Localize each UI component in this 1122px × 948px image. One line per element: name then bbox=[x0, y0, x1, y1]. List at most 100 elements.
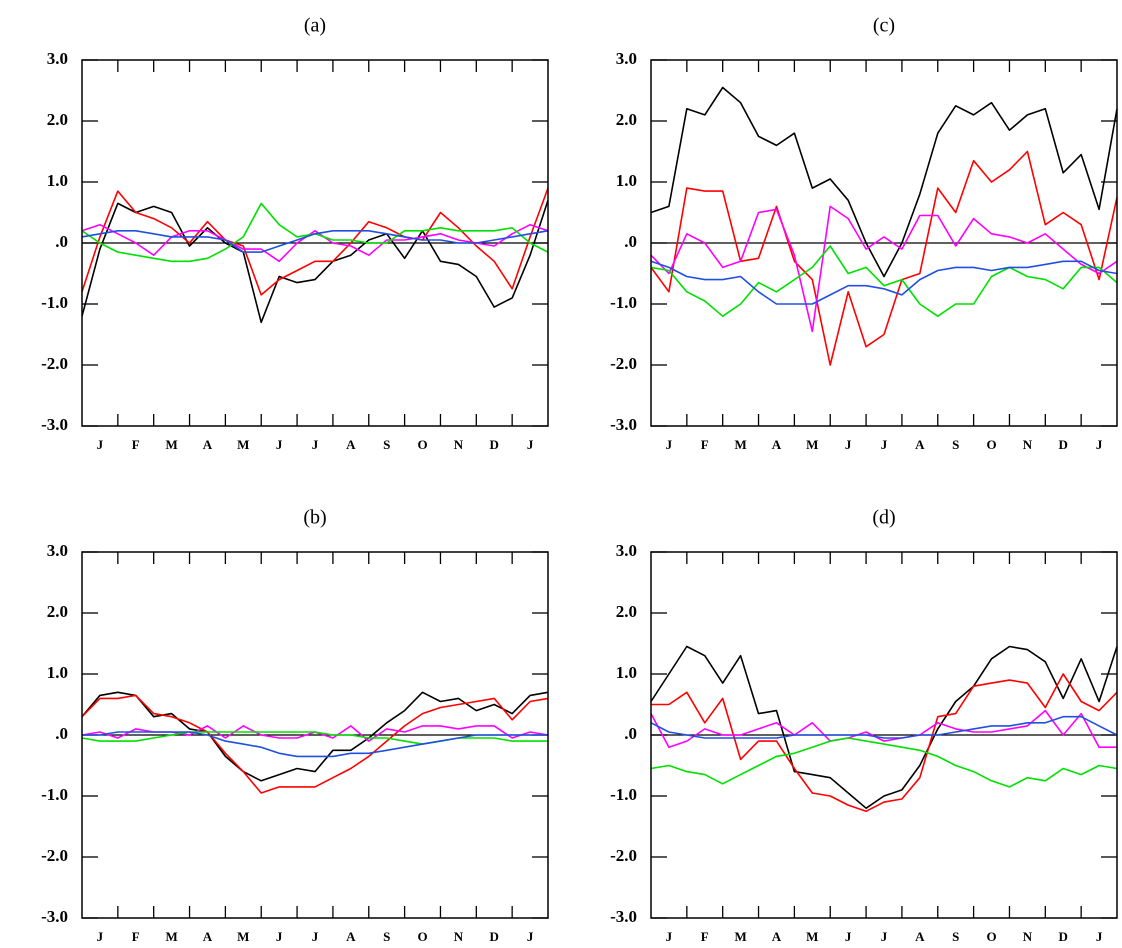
x-tick-label: A bbox=[203, 929, 213, 944]
y-tick-label: 1.0 bbox=[47, 171, 68, 190]
series-line bbox=[650, 150, 1118, 366]
y-tick-label: -1.0 bbox=[41, 293, 68, 312]
series-line bbox=[650, 737, 1118, 788]
plot-frame bbox=[81, 551, 549, 919]
y-tick-label: .0 bbox=[624, 724, 637, 743]
x-tick-label: J bbox=[527, 929, 534, 944]
plot-frame bbox=[650, 59, 1118, 427]
x-tick-label: S bbox=[952, 929, 959, 944]
panel-title: (a) bbox=[304, 15, 326, 37]
y-tick-label: 3.0 bbox=[47, 49, 68, 68]
y-tick-label: 3.0 bbox=[616, 49, 637, 68]
x-tick-label: F bbox=[132, 929, 140, 944]
y-tick-label: -2.0 bbox=[610, 354, 637, 373]
x-tick-label: A bbox=[915, 437, 925, 452]
x-tick-label: J bbox=[527, 437, 534, 452]
series-line bbox=[650, 205, 1118, 333]
series-line bbox=[82, 731, 548, 758]
x-tick-label: J bbox=[666, 929, 673, 944]
series-line bbox=[81, 731, 548, 745]
y-tick-label: 1.0 bbox=[616, 171, 637, 190]
x-tick-label: J bbox=[97, 437, 104, 452]
series-line bbox=[81, 694, 549, 794]
x-tick-label: A bbox=[203, 437, 213, 452]
x-tick-label: J bbox=[1096, 437, 1103, 452]
series-line bbox=[81, 200, 549, 324]
series-line bbox=[81, 230, 549, 253]
x-tick-label: J bbox=[97, 929, 104, 944]
x-tick-label: A bbox=[346, 437, 356, 452]
x-tick-label: N bbox=[1023, 437, 1033, 452]
x-tick-label: J bbox=[276, 929, 283, 944]
x-tick-label: O bbox=[986, 929, 996, 944]
x-tick-label: N bbox=[454, 929, 464, 944]
series-line bbox=[81, 223, 549, 263]
y-tick-label: .0 bbox=[55, 724, 68, 743]
x-tick-label: J bbox=[1096, 929, 1103, 944]
x-tick-label: N bbox=[1023, 929, 1033, 944]
y-tick-label: 2.0 bbox=[616, 110, 637, 129]
x-tick-label: A bbox=[915, 929, 925, 944]
x-tick-label: A bbox=[346, 929, 356, 944]
x-tick-label: J bbox=[881, 437, 888, 452]
x-tick-label: A bbox=[772, 437, 782, 452]
x-tick-label: J bbox=[276, 437, 283, 452]
y-tick-label: 3.0 bbox=[616, 541, 637, 560]
y-tick-label: -3.0 bbox=[610, 907, 637, 926]
panel-title: (c) bbox=[873, 15, 895, 37]
y-tick-label: -1.0 bbox=[610, 293, 637, 312]
series-line bbox=[650, 645, 1118, 809]
x-tick-label: F bbox=[701, 437, 709, 452]
y-tick-label: 1.0 bbox=[616, 663, 637, 682]
y-tick-label: -3.0 bbox=[610, 415, 637, 434]
y-tick-label: -2.0 bbox=[41, 354, 68, 373]
x-tick-label: M bbox=[165, 437, 177, 452]
x-tick-label: A bbox=[772, 929, 782, 944]
y-tick-label: 2.0 bbox=[47, 602, 68, 621]
x-tick-label: O bbox=[417, 437, 427, 452]
x-tick-label: J bbox=[312, 437, 319, 452]
series-line bbox=[650, 260, 1118, 305]
panel-title: (b) bbox=[303, 507, 326, 529]
y-tick-label: 1.0 bbox=[47, 663, 68, 682]
series-line bbox=[650, 709, 1117, 748]
y-tick-label: 3.0 bbox=[47, 541, 68, 560]
x-tick-label: F bbox=[132, 437, 140, 452]
plot-frame bbox=[81, 59, 549, 427]
x-tick-label: F bbox=[701, 929, 709, 944]
series-line bbox=[651, 673, 1118, 813]
series-line bbox=[81, 202, 549, 263]
x-tick-label: D bbox=[1059, 929, 1068, 944]
x-tick-label: O bbox=[986, 437, 996, 452]
x-tick-label: J bbox=[666, 437, 673, 452]
y-tick-label: .0 bbox=[55, 232, 68, 251]
x-tick-label: M bbox=[237, 437, 249, 452]
x-tick-label: J bbox=[881, 929, 888, 944]
x-tick-label: M bbox=[806, 437, 818, 452]
x-tick-label: M bbox=[806, 929, 818, 944]
x-tick-label: J bbox=[312, 929, 319, 944]
x-tick-label: D bbox=[490, 929, 499, 944]
y-tick-label: 2.0 bbox=[47, 110, 68, 129]
x-tick-label: S bbox=[383, 929, 390, 944]
y-tick-label: .0 bbox=[624, 232, 637, 251]
x-tick-label: D bbox=[490, 437, 499, 452]
y-tick-label: -3.0 bbox=[41, 415, 68, 434]
x-tick-label: M bbox=[165, 929, 177, 944]
x-tick-label: S bbox=[952, 437, 959, 452]
x-tick-label: S bbox=[383, 437, 390, 452]
y-tick-label: -2.0 bbox=[41, 846, 68, 865]
series-line bbox=[81, 187, 549, 296]
x-tick-label: N bbox=[454, 437, 464, 452]
y-tick-label: 2.0 bbox=[616, 602, 637, 621]
series-line bbox=[81, 691, 549, 782]
x-tick-label: D bbox=[1059, 437, 1068, 452]
plot-frame bbox=[650, 551, 1118, 919]
x-tick-label: M bbox=[237, 929, 249, 944]
x-tick-label: J bbox=[845, 929, 852, 944]
x-tick-label: M bbox=[734, 929, 746, 944]
panel-title: (d) bbox=[872, 507, 895, 529]
series-line bbox=[650, 715, 1118, 739]
